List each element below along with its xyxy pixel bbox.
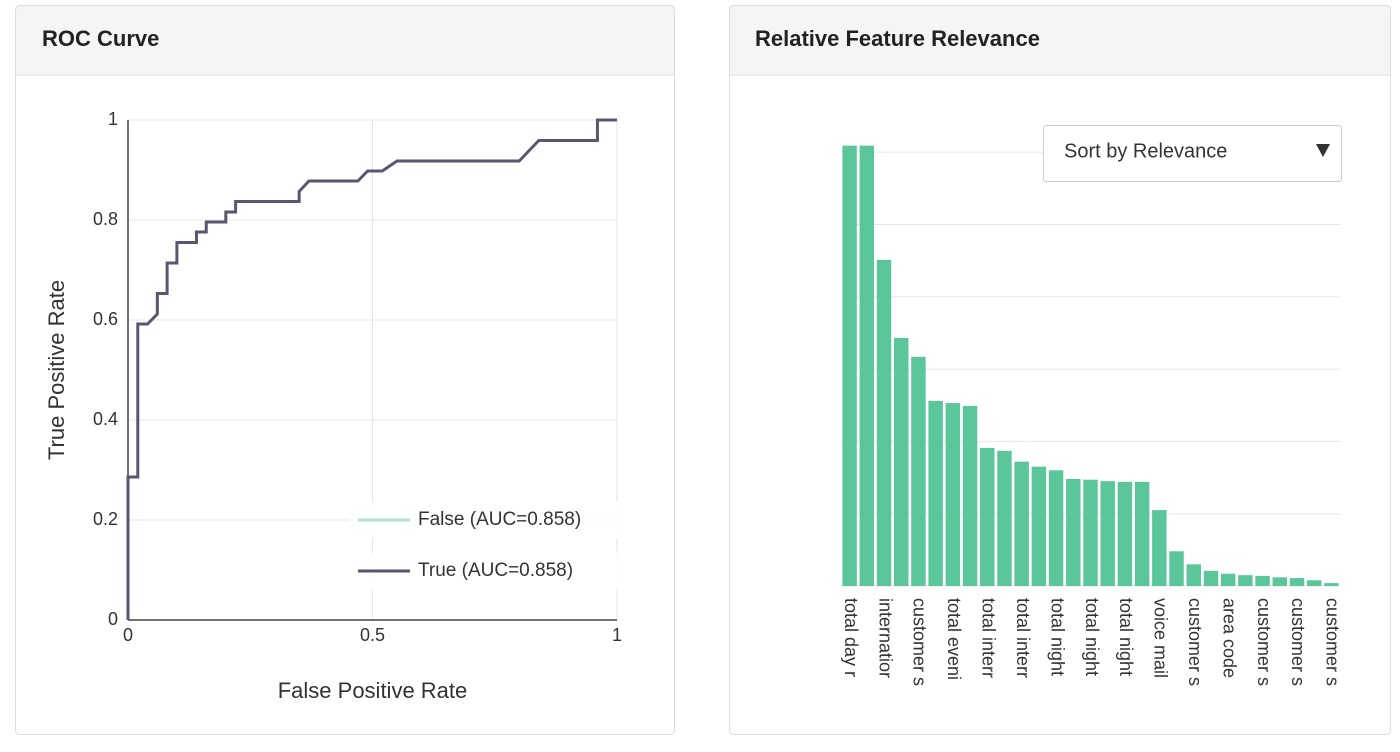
y-tick-label: 0.2 [93,509,118,529]
bar[interactable] [1220,573,1236,586]
bar[interactable] [1289,578,1305,586]
y-axis-label: True Positive Rate [44,280,69,460]
bar[interactable] [1100,481,1115,586]
x-tick-label: total night [1082,598,1102,676]
roc-line [126,118,617,620]
x-tick-label: total interr [979,598,999,678]
y-tick-label: 0 [108,609,118,629]
bar[interactable] [1169,551,1184,586]
bar[interactable] [859,145,875,586]
bar[interactable] [893,337,909,586]
dropdown-label[interactable]: Sort by Relevance [1064,140,1227,162]
y-tick-label: 0.8 [93,209,118,229]
x-tick-label: total night [1047,598,1067,676]
bar[interactable] [962,405,978,586]
bar[interactable] [1117,481,1133,586]
bar[interactable] [1083,479,1098,586]
bar[interactable] [1048,470,1064,586]
bar[interactable] [876,259,892,586]
x-tick-label: total interr [1013,598,1033,678]
x-tick-label: 0 [123,625,133,645]
x-tick-label: 1 [612,625,622,645]
bar[interactable] [1324,583,1339,586]
dropdown-arrow[interactable] [1316,144,1330,157]
bar[interactable] [928,400,943,586]
x-tick-label: voice mail [1151,598,1171,678]
dropdown[interactable] [1043,125,1342,182]
x-tick-label: customer s [1254,598,1274,686]
x-tick-label: area code [1219,598,1239,678]
bar[interactable] [1238,575,1253,586]
panel-header [729,5,1391,76]
y-tick-label: 0.6 [93,309,118,329]
bar[interactable] [1186,564,1201,586]
x-tick-label: total day r [841,598,861,677]
legend-label[interactable]: False (AUC=0.858) [418,509,581,530]
x-tick-label: customer s [1323,598,1343,686]
legend-label[interactable]: True (AUC=0.858) [418,560,573,581]
bar[interactable] [1272,577,1288,586]
bar[interactable] [1152,510,1167,586]
x-tick-label: 0.5 [360,625,385,645]
x-tick-label: total night [1116,598,1136,676]
bar[interactable] [1306,580,1322,586]
x-tick-label: internatior [875,598,895,678]
bar[interactable] [980,447,995,586]
bar[interactable] [1031,466,1047,586]
bar[interactable] [1134,481,1150,586]
bar[interactable] [1066,478,1081,586]
y-tick-label: 1 [108,109,118,129]
bar[interactable] [842,145,857,586]
x-tick-label: customer s [1288,598,1308,686]
bar[interactable] [1014,461,1029,586]
bar[interactable] [945,403,961,586]
bar[interactable] [1203,570,1219,586]
panel-title: ROC Curve [42,26,159,51]
bar[interactable] [911,356,926,586]
x-tick-label: total eveni [944,598,964,680]
panel-header [15,5,675,76]
x-tick-label: customer s [910,598,930,686]
y-tick-label: 0.4 [93,409,118,429]
bar[interactable] [997,450,1012,586]
x-tick-label: customer s [1185,598,1205,686]
bar[interactable] [1255,575,1270,586]
x-axis-label: False Positive Rate [278,678,468,703]
panel-title: Relative Feature Relevance [755,26,1040,51]
